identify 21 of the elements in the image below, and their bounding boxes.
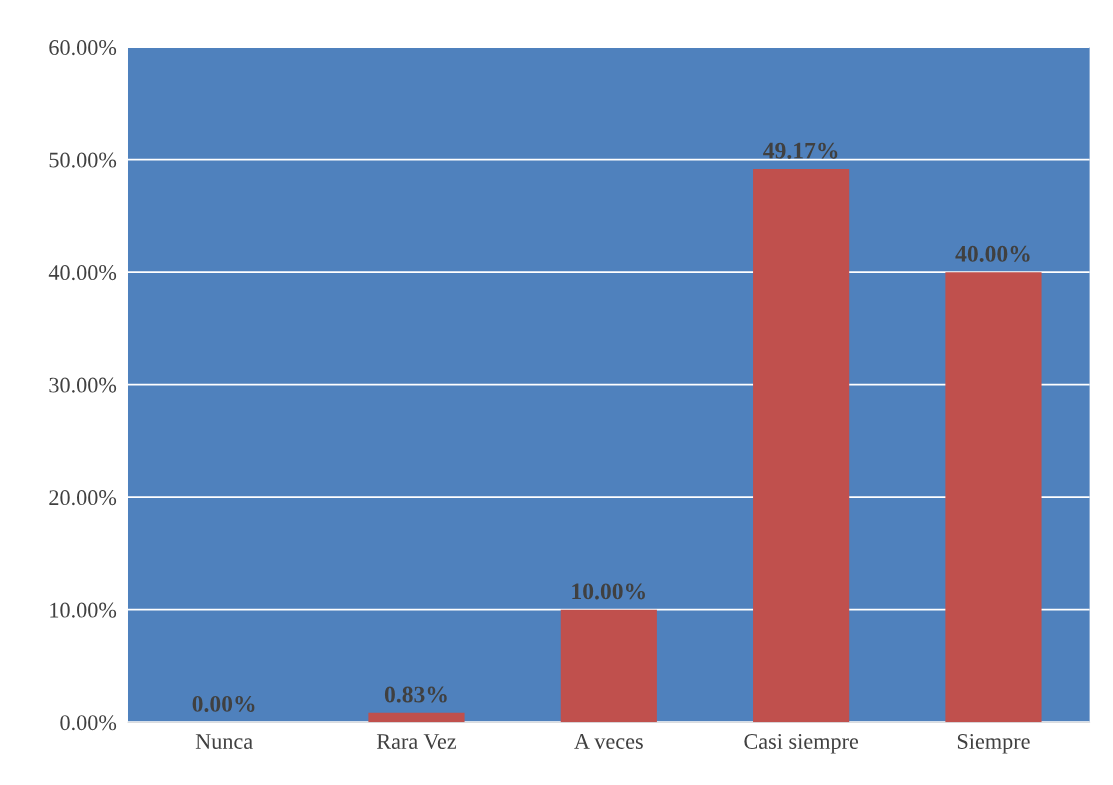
bar — [368, 712, 465, 723]
data-label: 40.00% — [955, 245, 1030, 262]
data-label: 10.00% — [572, 583, 645, 600]
bar — [560, 609, 657, 723]
data-label: 49.17% — [763, 142, 838, 159]
bar — [945, 272, 1042, 723]
y-tick-label: 60.00% — [49, 40, 117, 56]
y-tick-label: 20.00% — [49, 490, 117, 506]
y-tick-label: 10.00% — [50, 602, 117, 618]
x-tick-label: Nunca — [195, 734, 253, 749]
y-tick-label: 40.00% — [48, 265, 117, 281]
data-label: 0.00% — [192, 695, 255, 712]
x-tick-label: Rara Vez — [376, 734, 457, 750]
x-tick-label: A veces — [574, 734, 643, 749]
x-tick-label: Casi siempre — [744, 734, 859, 754]
y-tick-label: 0.00% — [60, 715, 117, 731]
x-tick-label: Siempre — [957, 734, 1030, 754]
data-label: 0.83% — [384, 686, 447, 703]
bar — [753, 168, 850, 723]
y-tick-label: 50.00% — [49, 152, 117, 168]
y-tick-label: 30.00% — [49, 377, 117, 393]
